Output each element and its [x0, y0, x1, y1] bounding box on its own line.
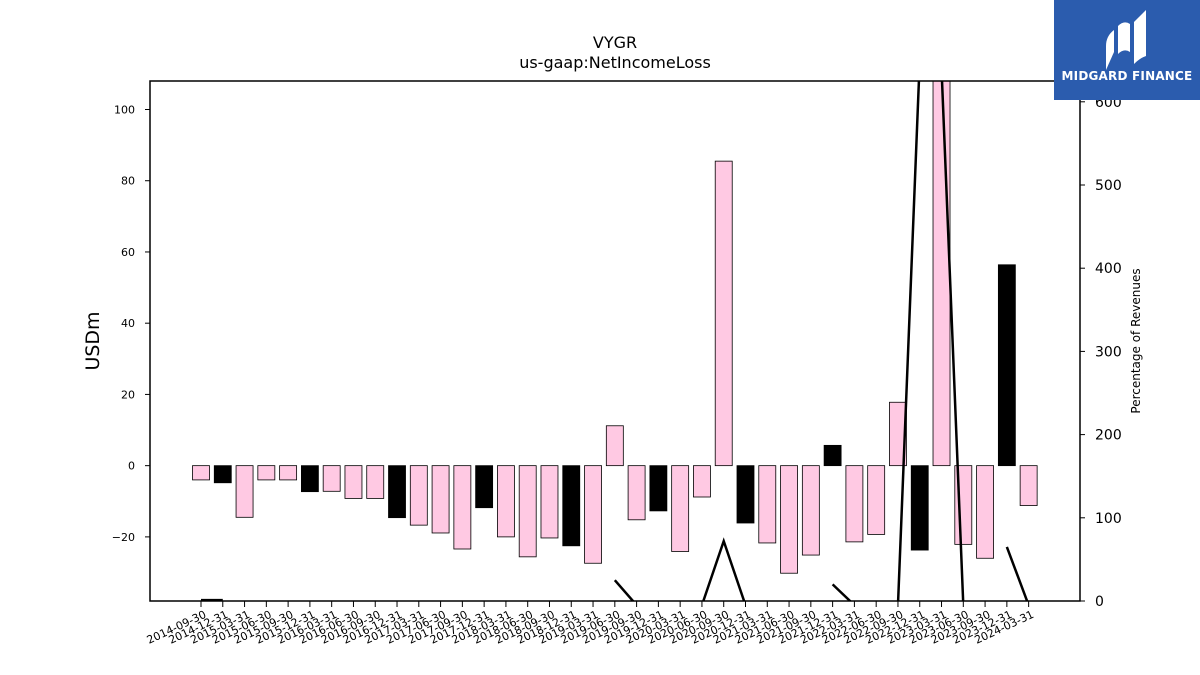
y2-tick-label: 300: [1095, 344, 1122, 360]
bar-2017-12-31: [475, 465, 494, 509]
midgard-logo-icon: [1106, 10, 1146, 70]
bar-2016-09-30: [366, 465, 385, 499]
bar-2021-06-30: [780, 465, 798, 574]
bar-2015-03-31: [235, 465, 254, 518]
y-axis-label: USDm: [82, 311, 104, 370]
bar-2022-12-31: [910, 465, 929, 551]
y2-tick-label: 100: [1095, 511, 1122, 527]
bar-2021-09-30: [801, 465, 820, 556]
bar-2019-06-30: [605, 425, 624, 467]
y-tick-label: 80: [121, 175, 135, 188]
brand-name: MIDGARD FINANCE: [1061, 69, 1193, 83]
bar-2014-09-30: [192, 465, 210, 481]
bar-2024-03-31: [1019, 465, 1038, 506]
plot-frame: [149, 80, 1081, 602]
bar-2020-03-31: [671, 465, 690, 552]
y-tick-label: 0: [128, 460, 135, 473]
bar-2018-09-30: [540, 465, 559, 539]
y-tick-label: −20: [112, 531, 135, 544]
bar-2020-06-30: [693, 465, 711, 498]
revenue-percentage-line: [201, 81, 1029, 601]
bar-2019-12-31: [649, 465, 668, 512]
y2-tick-label: 500: [1095, 178, 1122, 194]
bar-2020-12-31: [736, 465, 755, 524]
y2-tick-label: 0: [1095, 594, 1104, 610]
bar-2015-12-31: [300, 465, 319, 493]
chart-title: VYGR: [593, 33, 637, 52]
bar-2018-06-30: [518, 465, 537, 558]
bar-2021-03-31: [758, 465, 777, 544]
bar-2016-12-31: [388, 465, 406, 519]
bar-2017-09-30: [453, 465, 472, 550]
bar-2017-03-31: [409, 465, 428, 526]
y-tick-label: 60: [121, 246, 135, 259]
bar-2023-03-31: [932, 81, 951, 467]
bar-2016-03-31: [322, 465, 341, 492]
bar-2023-12-31: [997, 264, 1016, 467]
y2-axis-label: Percentage of Revenues: [1129, 268, 1143, 413]
bar-2022-03-31: [845, 465, 864, 543]
y-tick-label: 20: [121, 388, 135, 401]
bar-2022-06-30: [867, 465, 886, 535]
bar-2021-12-31: [823, 444, 842, 467]
bar-2015-09-30: [279, 465, 298, 481]
bar-2014-12-31: [213, 465, 232, 484]
bar-2017-06-30: [431, 465, 450, 534]
y-tick-label: 100: [114, 103, 135, 116]
chart-subtitle: us-gaap:NetIncomeLoss: [519, 53, 711, 72]
bar-2018-03-31: [497, 465, 515, 538]
bar-2019-09-30: [627, 465, 646, 521]
bar-2015-06-30: [257, 465, 276, 481]
bar-2023-09-30: [976, 465, 994, 559]
y2-tick-label: 200: [1095, 428, 1122, 444]
bar-2022-09-30: [889, 401, 907, 467]
y2-tick-label: 400: [1095, 261, 1122, 277]
bar-2018-12-31: [562, 465, 581, 547]
bar-2020-09-30: [714, 160, 733, 467]
brand-logo: MIDGARD FINANCE: [1054, 0, 1200, 100]
y-tick-label: 40: [121, 317, 135, 330]
bar-2016-06-30: [344, 465, 363, 499]
bar-2019-03-31: [584, 465, 602, 564]
